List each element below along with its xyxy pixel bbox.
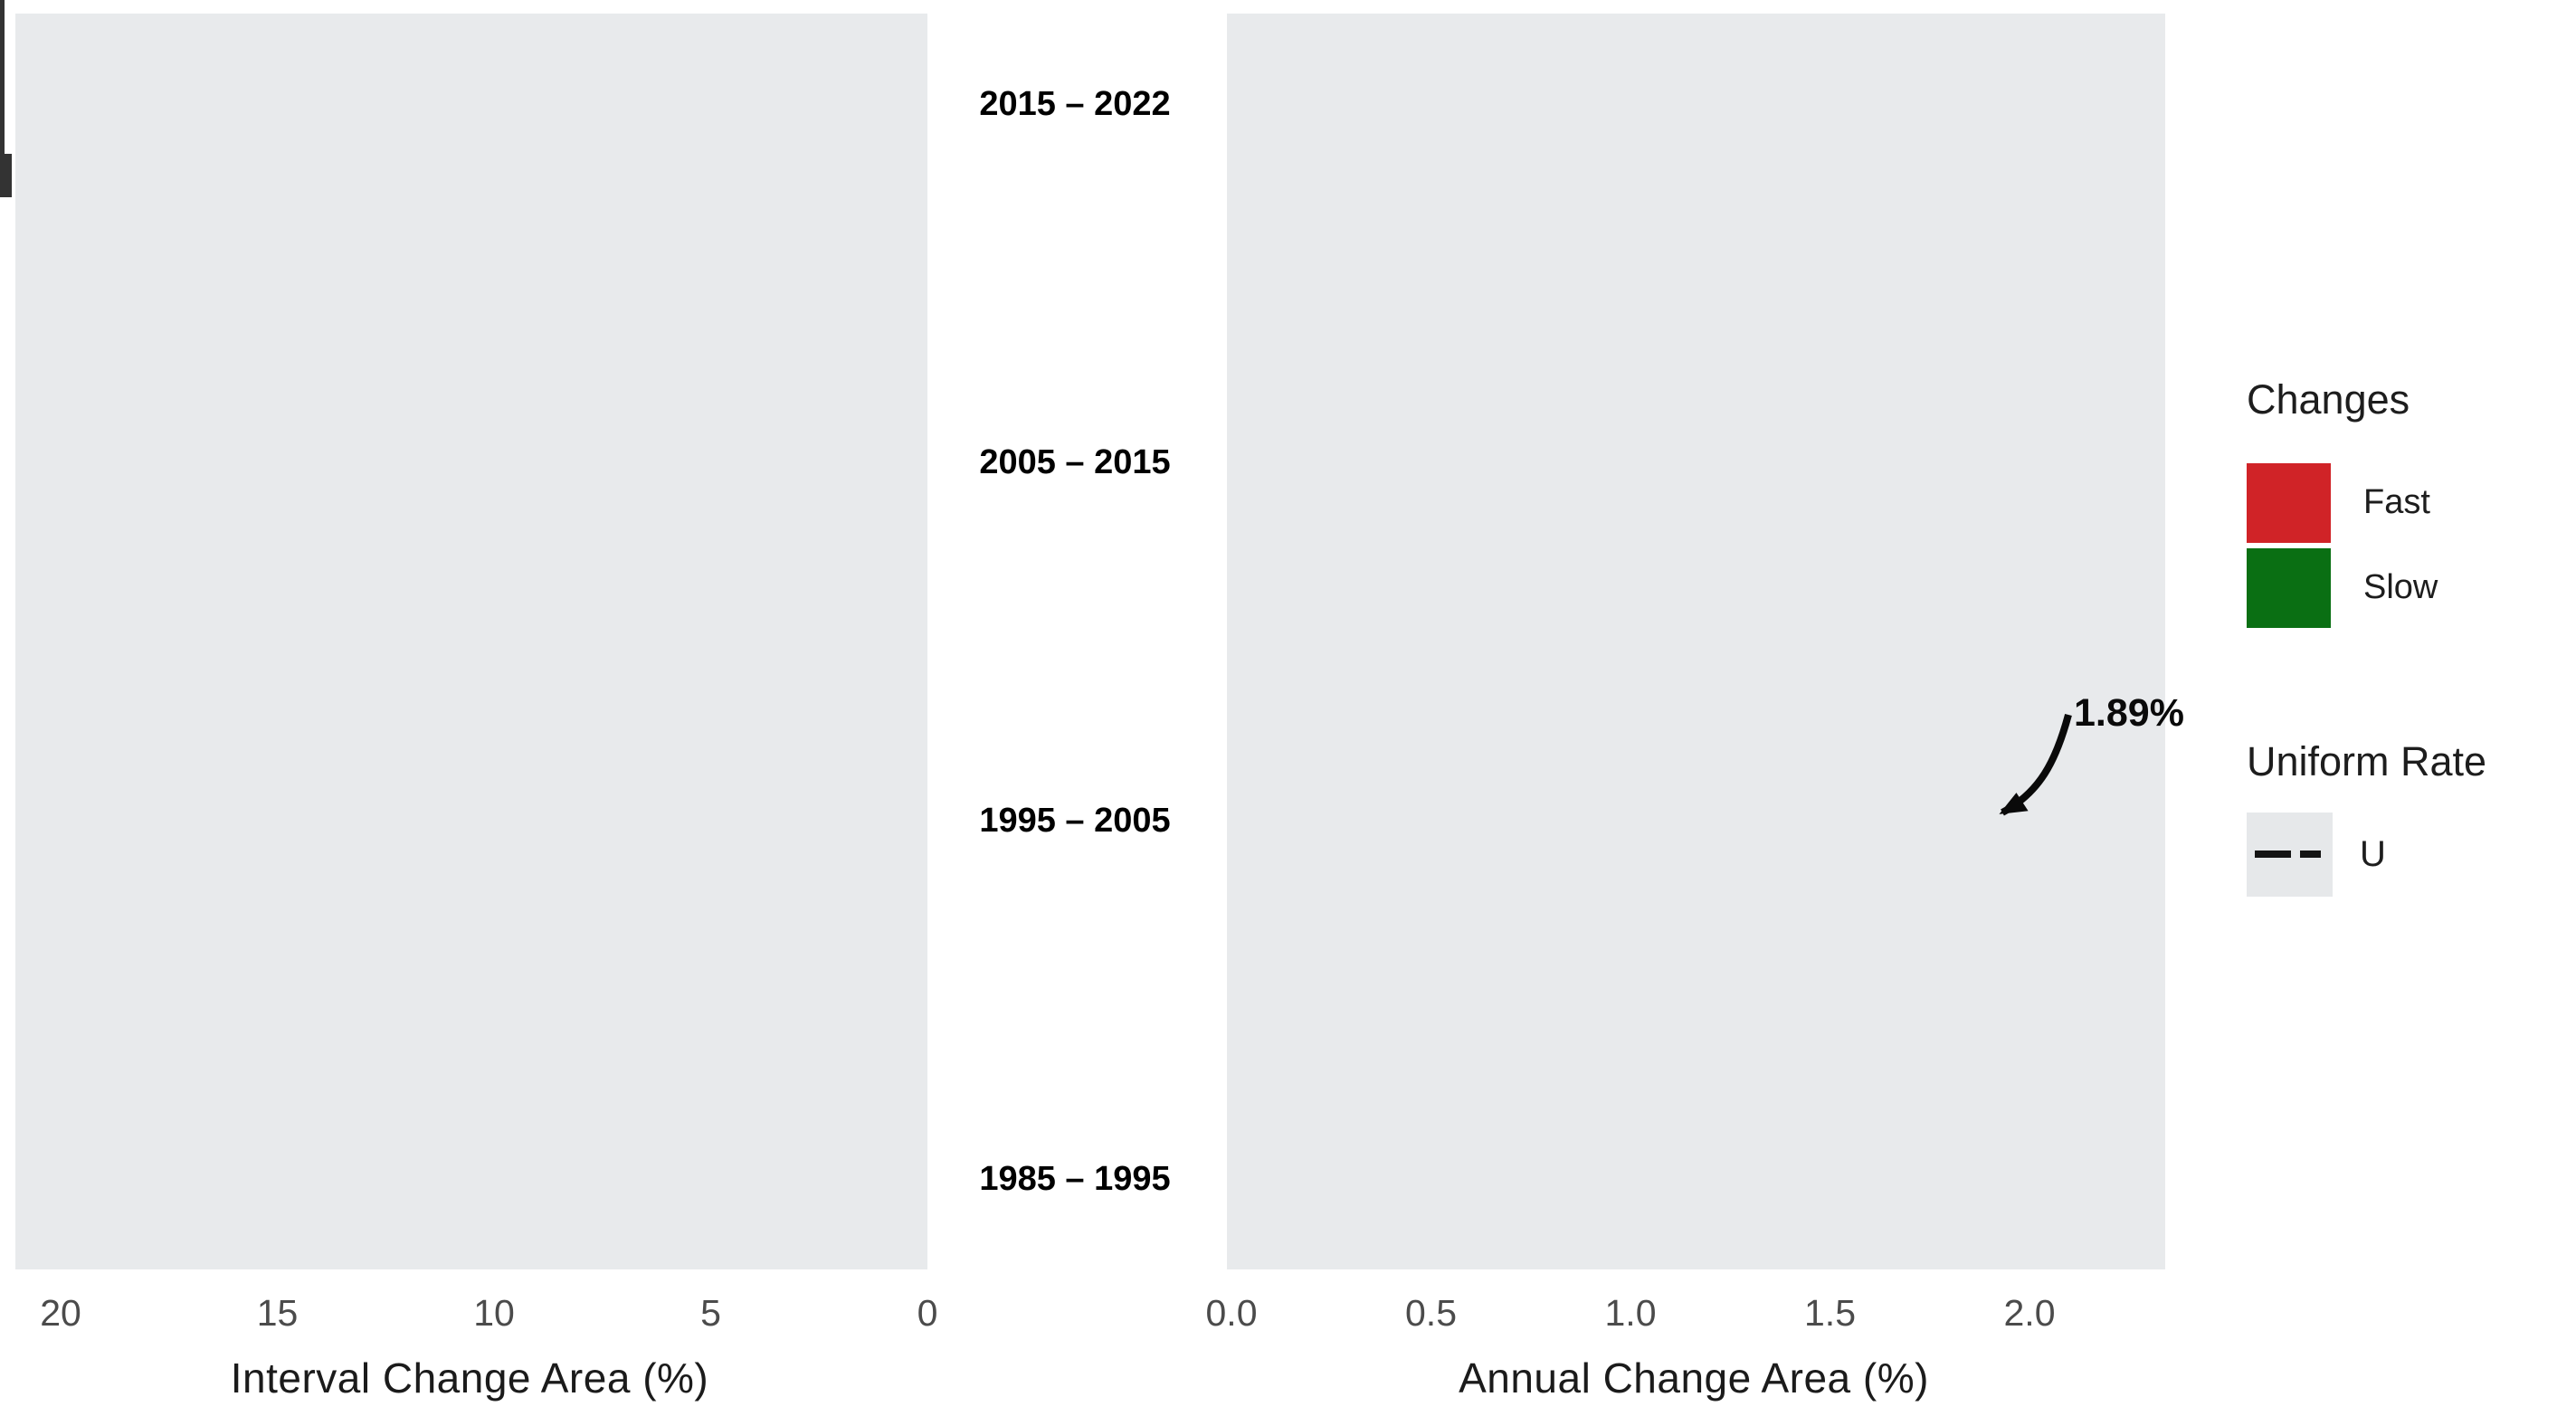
x-tick-label: 15 — [256, 1292, 299, 1334]
reference-line-annotation: 1.89% — [2074, 691, 2184, 735]
x-axis-title-interval: Interval Change Area (%) — [230, 1354, 709, 1402]
x-axis-tick — [0, 123, 5, 138]
x-axis-tick — [0, 77, 5, 92]
category-label: 1995 – 2005 — [979, 802, 1171, 840]
dash-segment — [2255, 851, 2291, 858]
x-axis-tick — [0, 108, 5, 123]
legend-label-fast: Fast — [2363, 483, 2430, 521]
y-axis-tick — [0, 165, 14, 170]
x-tick-label: 0.0 — [1205, 1292, 1258, 1334]
y-axis-tick — [0, 181, 14, 186]
legend-title-uniform-rate: Uniform Rate — [2247, 738, 2487, 784]
x-axis-tick — [0, 92, 5, 108]
minor-gridline — [1223, 14, 1227, 1269]
legend-swatch-fast — [2247, 463, 2331, 543]
x-tick-label: 20 — [40, 1292, 81, 1334]
x-axis-tick — [0, 15, 5, 31]
legend-swatch-slow — [2247, 548, 2331, 628]
legend-key-dashed-line — [2247, 813, 2333, 897]
x-tick-label: 5 — [700, 1292, 721, 1334]
y-axis-tick — [0, 192, 14, 197]
x-axis-title-annual: Annual Change Area (%) — [1459, 1354, 1929, 1402]
y-axis-tick — [0, 159, 14, 165]
interval-change-panel — [12, 14, 927, 1269]
y-axis-tick — [0, 186, 14, 192]
x-axis-tick — [0, 46, 5, 62]
category-label: 2005 – 2015 — [979, 443, 1171, 481]
x-axis-tick — [0, 31, 5, 46]
y-axis-tick — [0, 154, 14, 159]
minor-gridline — [12, 14, 15, 1269]
x-tick-label: 0.5 — [1405, 1292, 1457, 1334]
legend-title-changes: Changes — [2247, 376, 2410, 423]
category-label: 2015 – 2022 — [979, 85, 1171, 123]
legend-label-u: U — [2360, 834, 2386, 874]
x-axis-tick — [0, 138, 5, 154]
category-label: 1985 – 1995 — [979, 1160, 1171, 1198]
legend-label-slow: Slow — [2363, 568, 2438, 606]
x-tick-label: 1.5 — [1804, 1292, 1856, 1334]
annual-change-panel — [1223, 14, 2165, 1269]
x-tick-label: 2.0 — [2003, 1292, 2056, 1334]
x-tick-label: 1.0 — [1604, 1292, 1657, 1334]
x-axis-tick — [0, 62, 5, 77]
x-tick-label: 0 — [917, 1292, 938, 1334]
y-axis-tick — [0, 170, 14, 176]
y-axis-tick — [0, 176, 14, 181]
x-tick-label: 10 — [473, 1292, 515, 1334]
x-axis-tick — [0, 0, 5, 15]
dash-segment — [2300, 851, 2321, 858]
axis-decorations: 20 15 10 5 0 0.0 0.5 1.0 1.5 2.0 2015 – 2022 2005 –… — [0, 0, 2576, 1334]
